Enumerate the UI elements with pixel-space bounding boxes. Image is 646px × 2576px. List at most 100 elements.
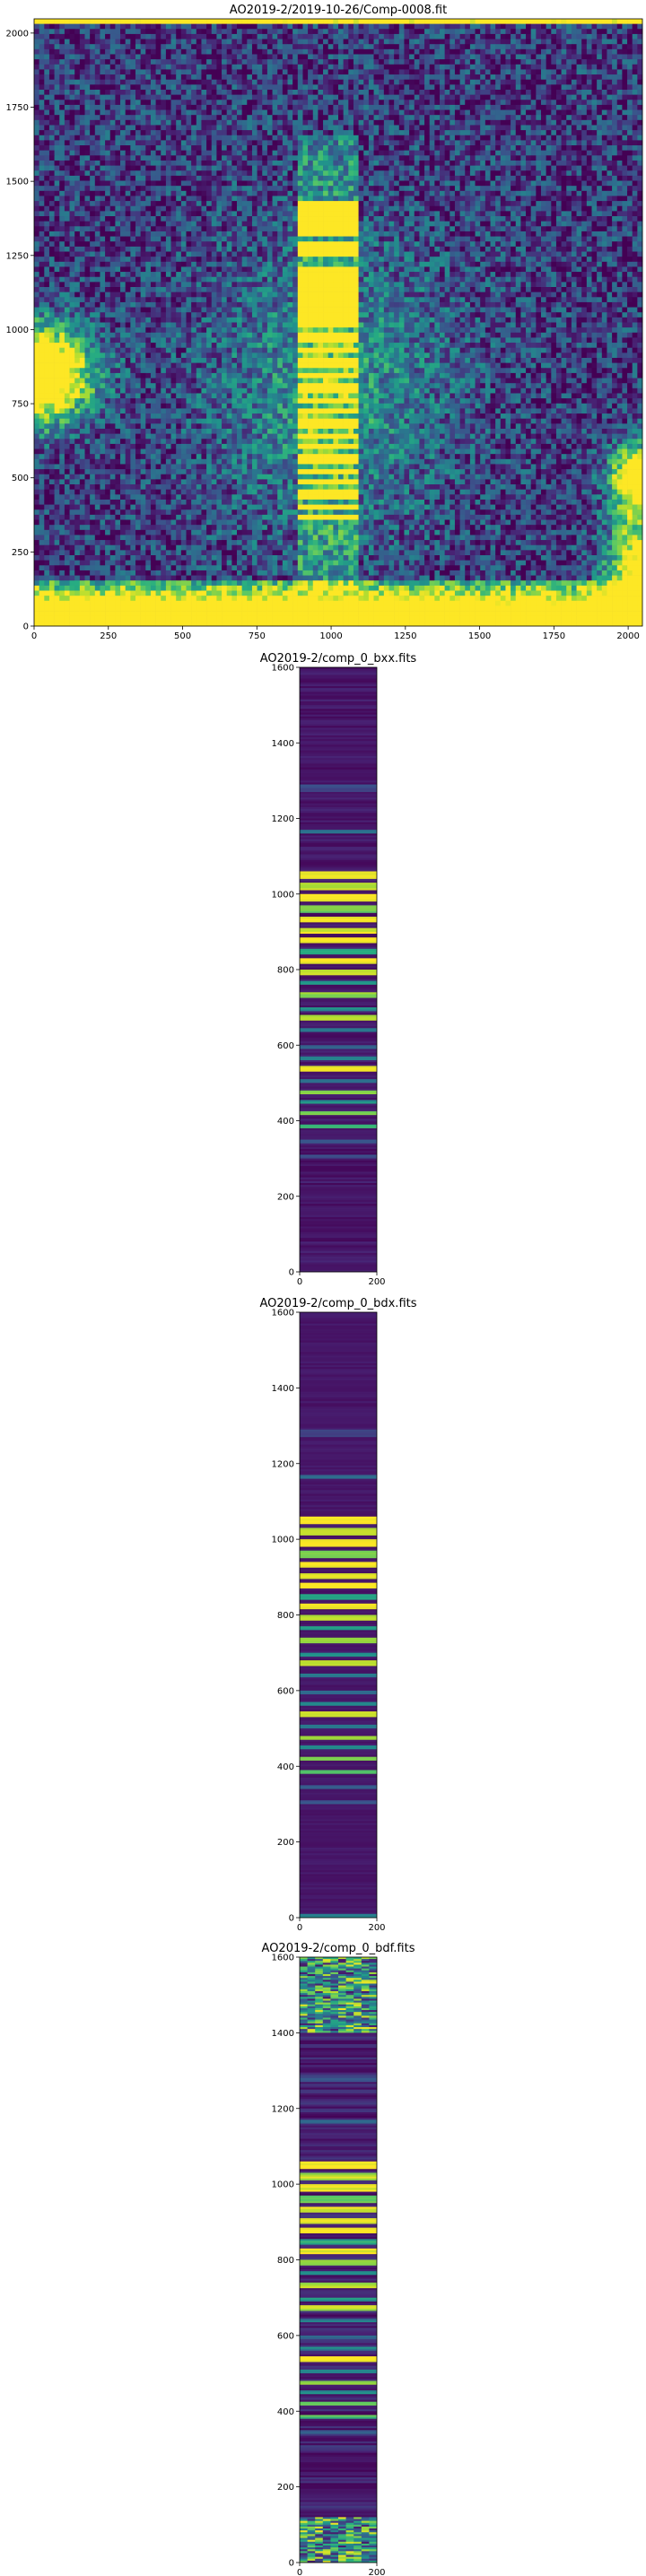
heatmap-cell bbox=[272, 109, 278, 116]
heatmap-cell bbox=[241, 221, 248, 227]
heatmap-cell bbox=[247, 94, 253, 100]
heatmap-cell bbox=[495, 211, 502, 217]
heatmap-cell bbox=[251, 59, 258, 65]
heatmap-cell bbox=[520, 23, 527, 30]
heatmap-cell bbox=[140, 170, 146, 177]
heatmap-cell bbox=[454, 33, 460, 39]
heatmap-cell bbox=[257, 160, 263, 166]
heatmap-cell bbox=[383, 39, 389, 45]
heatmap-cell bbox=[145, 29, 152, 35]
heatmap-cell bbox=[74, 205, 81, 212]
heatmap-cell bbox=[601, 205, 607, 212]
heatmap-cell bbox=[373, 104, 380, 110]
heatmap-cell bbox=[90, 89, 96, 95]
heatmap-cell bbox=[353, 54, 359, 60]
heatmap-cell bbox=[632, 94, 638, 100]
heatmap-cell bbox=[54, 48, 60, 55]
heatmap-cell bbox=[226, 186, 232, 192]
heatmap-cell bbox=[490, 125, 496, 131]
heatmap-cell bbox=[454, 216, 460, 222]
heatmap-cell bbox=[505, 89, 511, 95]
heatmap-cell bbox=[616, 64, 623, 70]
heatmap-cell bbox=[186, 100, 192, 106]
heatmap-cell bbox=[302, 205, 309, 212]
heatmap-cell bbox=[186, 79, 192, 85]
heatmap-cell bbox=[105, 19, 111, 24]
heatmap-cell bbox=[251, 48, 258, 55]
heatmap-cell bbox=[394, 44, 400, 50]
heatmap-cell bbox=[323, 196, 328, 202]
heatmap-cell bbox=[48, 221, 55, 227]
heatmap-cell bbox=[318, 140, 324, 146]
heatmap-cell bbox=[414, 150, 420, 156]
heatmap-cell bbox=[125, 119, 131, 126]
heatmap-cell bbox=[597, 39, 603, 45]
heatmap-cell bbox=[616, 155, 623, 161]
heatmap-cell bbox=[414, 186, 420, 192]
heatmap-cell bbox=[566, 109, 572, 116]
heatmap-cell bbox=[145, 119, 152, 126]
heatmap-cell bbox=[484, 104, 491, 110]
heatmap-cell bbox=[404, 33, 410, 39]
heatmap-cell bbox=[419, 100, 425, 106]
heatmap-cell bbox=[308, 119, 314, 126]
heatmap-cell bbox=[277, 201, 284, 207]
heatmap-cell bbox=[388, 221, 395, 227]
heatmap-cell bbox=[444, 155, 450, 161]
heatmap-cell bbox=[383, 150, 389, 156]
heatmap-cell bbox=[612, 216, 618, 222]
heatmap-cell bbox=[165, 190, 171, 196]
heatmap-cell bbox=[34, 109, 39, 116]
heatmap-cell bbox=[237, 140, 242, 146]
heatmap-cell bbox=[607, 69, 613, 75]
heatmap-cell bbox=[434, 33, 441, 39]
heatmap-cell bbox=[140, 150, 146, 156]
heatmap-cell bbox=[125, 196, 131, 202]
heatmap-cell bbox=[84, 165, 91, 171]
heatmap-cell bbox=[94, 165, 100, 171]
heatmap-cell bbox=[419, 74, 425, 80]
heatmap-cell bbox=[404, 170, 410, 177]
heatmap-cell bbox=[216, 64, 223, 70]
heatmap-cell bbox=[632, 29, 638, 35]
heatmap-cell bbox=[338, 100, 344, 106]
heatmap-cell bbox=[622, 130, 628, 136]
heatmap-cell bbox=[530, 130, 537, 136]
heatmap-cell bbox=[308, 150, 314, 156]
heatmap-cell bbox=[170, 175, 177, 181]
heatmap-cell bbox=[490, 44, 496, 50]
heatmap-cell bbox=[272, 115, 278, 121]
heatmap-cell bbox=[546, 125, 552, 131]
heatmap-cell bbox=[561, 205, 567, 212]
heatmap-cell bbox=[312, 165, 319, 171]
heatmap-cell bbox=[297, 89, 303, 95]
heatmap-cell bbox=[176, 84, 182, 91]
heatmap-cell bbox=[59, 59, 65, 65]
heatmap-cell bbox=[530, 54, 537, 60]
heatmap-cell bbox=[170, 100, 177, 106]
heatmap-cell bbox=[373, 186, 380, 192]
heatmap-cell bbox=[333, 109, 339, 116]
heatmap-cell bbox=[44, 186, 50, 192]
heatmap-cell bbox=[216, 48, 223, 55]
heatmap-cell bbox=[161, 155, 167, 161]
heatmap-cell bbox=[561, 39, 567, 45]
heatmap-cell bbox=[165, 216, 171, 222]
heatmap-cell bbox=[64, 115, 70, 121]
heatmap-cell bbox=[363, 119, 370, 126]
heatmap-cell bbox=[343, 54, 349, 60]
heatmap-cell bbox=[515, 201, 521, 207]
heatmap-cell bbox=[440, 74, 445, 80]
heatmap-cell bbox=[601, 79, 607, 85]
heatmap-cell bbox=[475, 19, 481, 24]
heatmap-cell bbox=[109, 23, 116, 30]
heatmap-cell bbox=[500, 145, 506, 151]
heatmap-cell bbox=[237, 115, 242, 121]
heatmap-cell bbox=[125, 175, 131, 181]
heatmap-cell bbox=[34, 59, 39, 65]
heatmap-cell bbox=[484, 54, 491, 60]
heatmap-cell bbox=[216, 201, 223, 207]
heatmap-cell bbox=[140, 100, 146, 106]
heatmap-cell bbox=[454, 125, 460, 131]
heatmap-cell bbox=[69, 23, 75, 30]
